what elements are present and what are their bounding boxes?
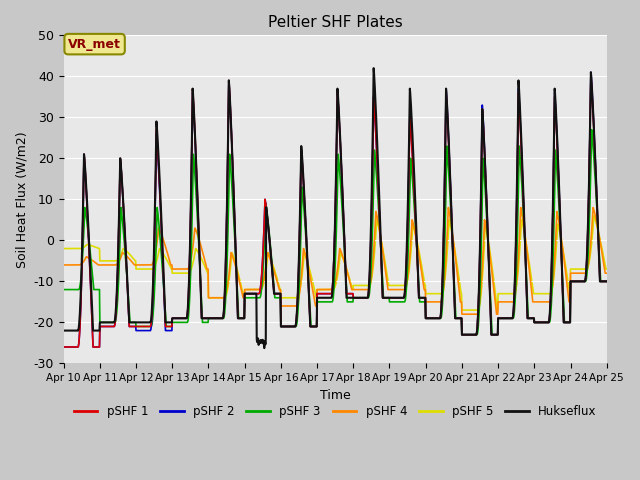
X-axis label: Time: Time [320,389,351,402]
Title: Peltier SHF Plates: Peltier SHF Plates [268,15,403,30]
Legend: pSHF 1, pSHF 2, pSHF 3, pSHF 4, pSHF 5, Hukseflux: pSHF 1, pSHF 2, pSHF 3, pSHF 4, pSHF 5, … [69,401,602,423]
Text: VR_met: VR_met [68,37,121,50]
Y-axis label: Soil Heat Flux (W/m2): Soil Heat Flux (W/m2) [15,131,28,268]
